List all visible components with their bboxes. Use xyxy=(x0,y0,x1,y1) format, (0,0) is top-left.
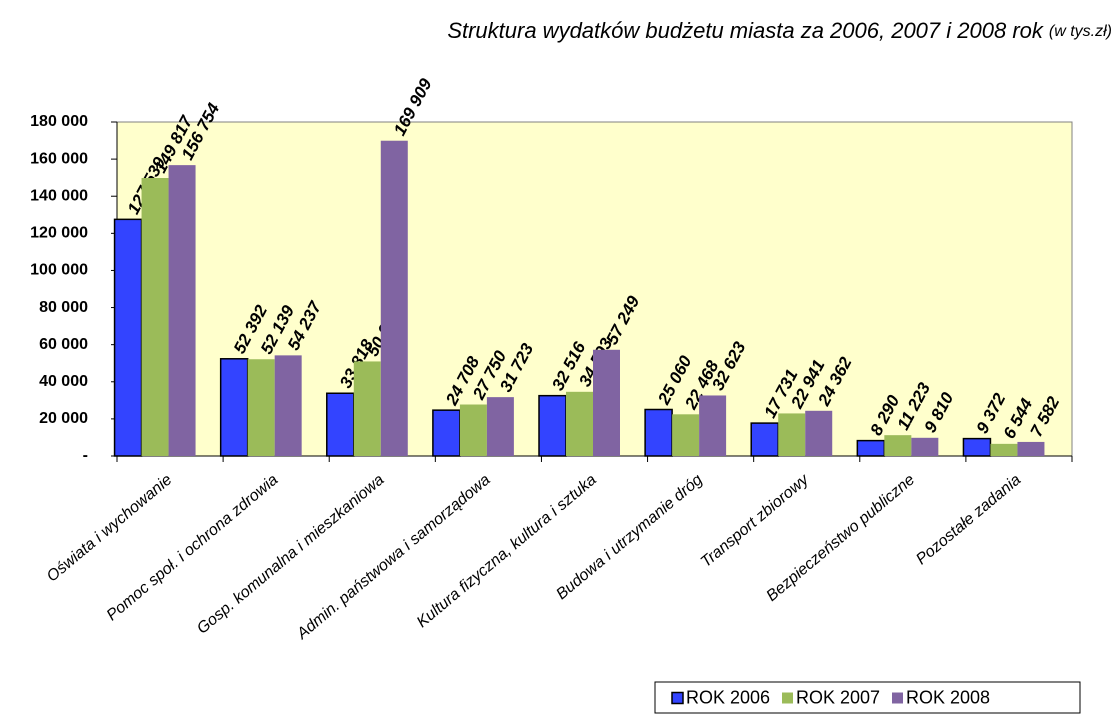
bar xyxy=(778,413,806,456)
legend-label: ROK 2006 xyxy=(686,687,770,707)
bar xyxy=(141,178,169,457)
bar xyxy=(856,439,886,457)
bar xyxy=(326,392,355,457)
bar xyxy=(962,437,992,457)
bar xyxy=(219,358,249,457)
y-tick-label: 120 000 xyxy=(30,225,88,242)
x-tick-label: Gosp. komunalna i mieszkaniowa xyxy=(194,471,388,637)
bar xyxy=(805,410,833,456)
legend-swatch xyxy=(892,692,903,704)
bar xyxy=(274,355,302,456)
bar xyxy=(672,414,700,456)
y-tick-label: 80 000 xyxy=(39,299,88,316)
y-tick-label: 20 000 xyxy=(39,410,88,427)
bar xyxy=(911,437,939,456)
x-tick-label: Pomoc społ. i ochrona zdrowia xyxy=(104,471,282,624)
bar xyxy=(884,435,912,456)
bar xyxy=(1017,441,1045,456)
y-tick-label: 180 000 xyxy=(30,113,88,130)
bar xyxy=(353,361,381,456)
bar xyxy=(247,359,275,456)
bar xyxy=(750,422,779,457)
y-tick-label: 60 000 xyxy=(39,336,88,353)
x-tick-label: Admin. państwowa i samorządowa xyxy=(293,471,493,643)
y-tick-label: 140 000 xyxy=(30,187,88,204)
bar xyxy=(566,391,593,456)
bar xyxy=(168,165,196,456)
bar xyxy=(459,404,487,456)
bar xyxy=(432,409,461,457)
bar xyxy=(380,140,408,456)
chart-subtitle: (w tys.zł) xyxy=(1049,23,1112,40)
legend-swatch xyxy=(782,692,793,704)
legend-label: ROK 2008 xyxy=(906,687,990,707)
x-tick-label: Transport zbiorowy xyxy=(698,471,813,571)
chart-title-group: Struktura wydatków budżetu miasta za 200… xyxy=(447,18,1112,43)
y-tick-label: 100 000 xyxy=(30,262,88,279)
x-tick-label: Kultura fizyczna, kultura i sztuka xyxy=(414,471,600,631)
y-tick-label: - xyxy=(83,447,88,464)
y-tick-label: 40 000 xyxy=(39,373,88,390)
y-tick-label: 160 000 xyxy=(30,150,88,167)
bar xyxy=(538,394,567,457)
legend-swatch xyxy=(671,691,684,705)
bar xyxy=(644,408,673,457)
bar xyxy=(990,443,1018,456)
bar xyxy=(486,397,514,456)
chart-title: Struktura wydatków budżetu miasta za 200… xyxy=(447,18,1044,43)
legend-label: ROK 2007 xyxy=(796,687,880,707)
bar xyxy=(593,349,620,456)
bar xyxy=(113,218,143,457)
x-tick-label: Pozostałe zadania xyxy=(913,471,1024,568)
bar xyxy=(699,395,727,456)
legend-box xyxy=(654,681,1081,714)
